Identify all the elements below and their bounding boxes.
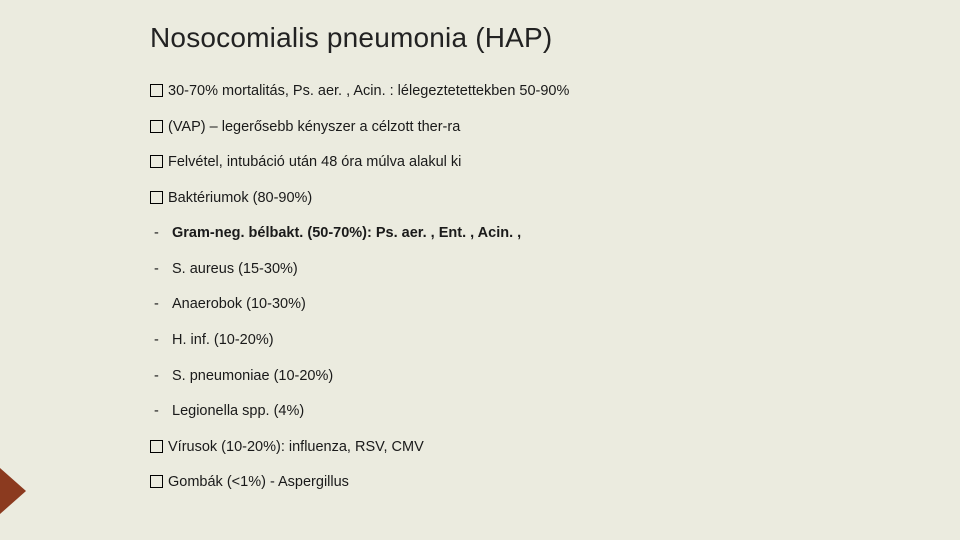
dash-item: Anaerobok (10-30%) [150,295,900,315]
dash-item: S. aureus (15-30%) [150,260,900,280]
dash-text: S. aureus (15-30%) [172,261,298,277]
dash-item: S. pneumoniae (10-20%) [150,367,900,387]
bullet-item: 30-70% mortalitás, Ps. aer. , Acin. : lé… [150,82,900,102]
slide-content: Nosocomialis pneumonia (HAP) 30-70% mort… [0,0,960,493]
dash-text: Gram-neg. bélbakt. (50-70%): Ps. aer. , … [172,225,521,241]
dash-text: H. inf. (10-20%) [172,332,274,348]
bullet-list-tail: Vírusok (10-20%): influenza, RSV, CMV Go… [150,438,900,493]
dash-text: Anaerobok (10-30%) [172,296,306,312]
bullet-item: Gombák (<1%) - Aspergillus [150,473,900,493]
dash-text: S. pneumoniae (10-20%) [172,368,333,384]
bullet-item: Baktériumok (80-90%) [150,189,900,209]
bullet-item: (VAP) – legerősebb kényszer a célzott th… [150,118,900,138]
dash-item: Gram-neg. bélbakt. (50-70%): Ps. aer. , … [150,224,900,244]
dash-text: Legionella spp. (4%) [172,403,304,419]
dash-list: Gram-neg. bélbakt. (50-70%): Ps. aer. , … [150,224,900,421]
slide-title: Nosocomialis pneumonia (HAP) [150,22,900,54]
bullet-item: Felvétel, intubáció után 48 óra múlva al… [150,153,900,173]
bullet-list: 30-70% mortalitás, Ps. aer. , Acin. : lé… [150,82,900,208]
bullet-item: Vírusok (10-20%): influenza, RSV, CMV [150,438,900,458]
dash-item: H. inf. (10-20%) [150,331,900,351]
dash-item: Legionella spp. (4%) [150,402,900,422]
accent-arrow [0,468,26,514]
